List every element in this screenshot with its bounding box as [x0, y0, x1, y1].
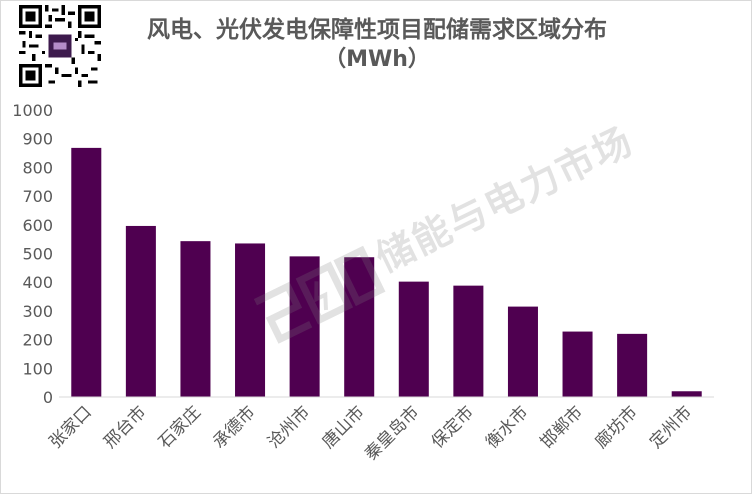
- y-tick-label: 500: [22, 245, 53, 264]
- x-tick-label: 沧州市: [264, 402, 314, 452]
- x-tick-label: 张家口: [46, 402, 96, 452]
- y-tick-label: 100: [22, 359, 53, 378]
- x-tick-label: 石家庄: [155, 402, 205, 452]
- bar-邯郸市: [562, 331, 593, 397]
- chart-title: 风电、光伏发电保障性项目配储需求区域分布 （MWh）: [101, 15, 653, 75]
- watermark: 储能与电力市场: [218, 69, 643, 393]
- y-tick-label: 300: [22, 302, 53, 321]
- qr-code-icon: [19, 5, 101, 87]
- y-tick-label: 0: [43, 388, 53, 407]
- x-tick-label: 邢台市: [100, 402, 150, 452]
- x-tick-label: 邯郸市: [537, 402, 587, 452]
- bar-衡水市: [507, 306, 538, 397]
- x-tick-label: 保定市: [428, 402, 478, 452]
- bar-沧州市: [289, 256, 320, 397]
- y-tick-label: 1000: [12, 101, 53, 120]
- y-tick-label: 900: [22, 130, 53, 149]
- bar-承德市: [235, 243, 266, 397]
- bar-石家庄: [180, 241, 211, 397]
- bar-保定市: [453, 285, 484, 397]
- bar-秦皇岛市: [398, 281, 429, 397]
- y-tick-label: 800: [22, 158, 53, 177]
- bar-唐山市: [344, 257, 375, 397]
- title-line-2: （MWh）: [324, 47, 430, 72]
- y-tick-label: 700: [22, 187, 53, 206]
- x-tick-label: 定州市: [646, 402, 696, 452]
- y-tick-label: 400: [22, 273, 53, 292]
- y-tick-label: 200: [22, 331, 53, 350]
- x-tick-label: 秦皇岛市: [361, 402, 423, 464]
- bar-邢台市: [125, 225, 156, 397]
- bar-定州市: [671, 391, 702, 397]
- bar-张家口: [71, 147, 102, 397]
- y-tick-label: 600: [22, 216, 53, 235]
- x-tick-label: 承德市: [209, 402, 259, 452]
- title-line-1: 风电、光伏发电保障性项目配储需求区域分布: [147, 17, 607, 43]
- x-tick-label: 衡水市: [482, 402, 532, 452]
- x-tick-label: 唐山市: [318, 402, 369, 453]
- watermark-logo-icon: [253, 245, 386, 344]
- x-tick-label: 廊坊市: [591, 402, 641, 452]
- bar-廊坊市: [617, 333, 648, 397]
